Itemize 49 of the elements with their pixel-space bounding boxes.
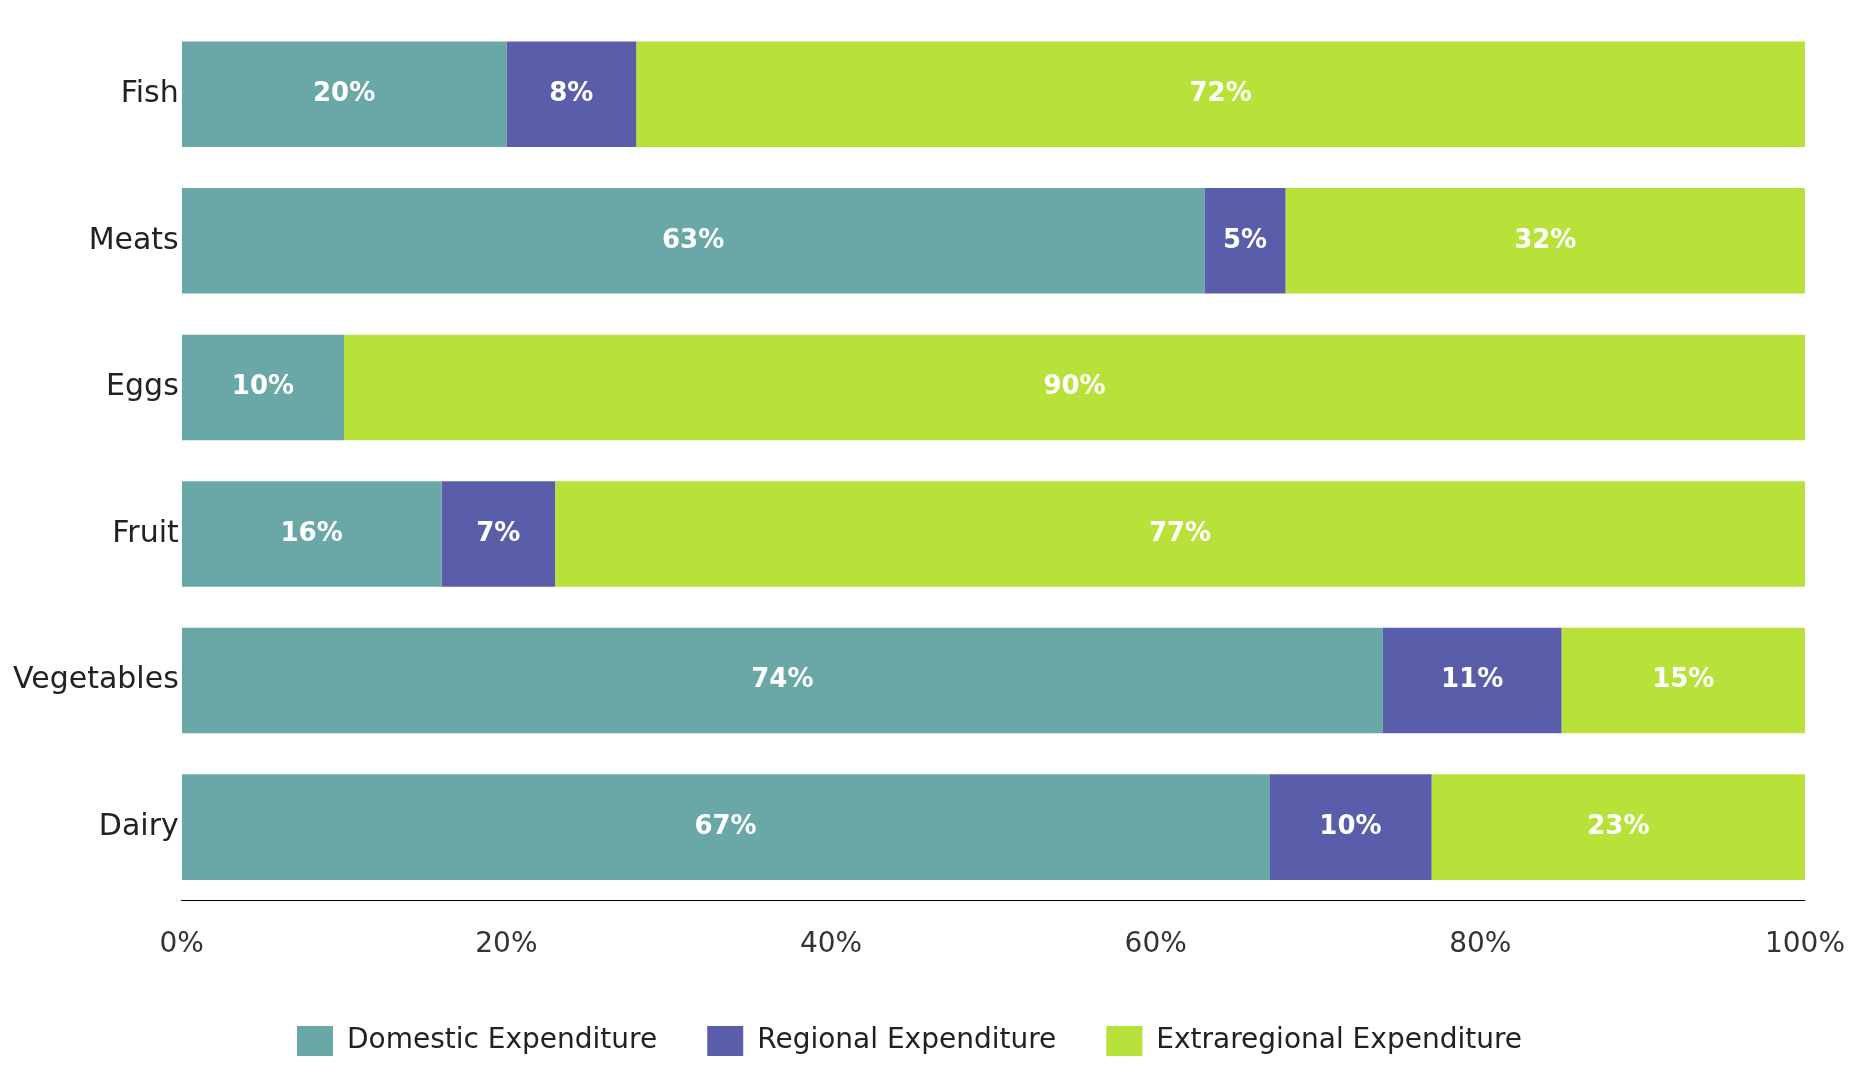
data-label: 7% bbox=[476, 516, 521, 547]
bar bbox=[1285, 188, 1805, 294]
data-label: 23% bbox=[1587, 809, 1650, 840]
data-label: 8% bbox=[549, 77, 594, 108]
legend-label: Extraregional Expenditure bbox=[1156, 1022, 1523, 1056]
bar bbox=[181, 627, 1383, 734]
bar bbox=[181, 188, 1205, 294]
bar bbox=[1269, 774, 1432, 880]
y-tick-label: Fruit bbox=[112, 513, 179, 549]
data-label: 67% bbox=[694, 809, 757, 840]
data-label: 16% bbox=[280, 516, 343, 547]
x-tick-label: 80% bbox=[1449, 926, 1512, 960]
bar bbox=[344, 334, 1805, 441]
x-tick-label: 0% bbox=[159, 926, 204, 960]
data-label: 77% bbox=[1148, 516, 1212, 547]
y-tick-label: Meats bbox=[88, 220, 179, 256]
bar bbox=[1204, 188, 1286, 294]
data-label: 10% bbox=[1319, 809, 1382, 840]
data-label: 20% bbox=[312, 77, 376, 108]
bar bbox=[181, 774, 1270, 880]
data-label: 63% bbox=[661, 223, 725, 254]
bar bbox=[636, 41, 1805, 148]
data-label: 10% bbox=[231, 370, 295, 401]
bar bbox=[181, 41, 507, 148]
bar bbox=[506, 41, 637, 148]
x-tick-label: 100% bbox=[1764, 926, 1846, 960]
legend-label: Domestic Expenditure bbox=[346, 1022, 658, 1056]
bar bbox=[181, 481, 442, 587]
data-label: 11% bbox=[1441, 663, 1504, 694]
y-tick-label: Eggs bbox=[106, 367, 179, 403]
legend-label: Regional Expenditure bbox=[757, 1022, 1057, 1056]
bar bbox=[1382, 627, 1562, 734]
data-label: 74% bbox=[751, 663, 814, 694]
data-label: 5% bbox=[1222, 223, 1268, 254]
bar bbox=[1561, 627, 1805, 734]
x-tick-label: 20% bbox=[475, 926, 538, 960]
data-label: 15% bbox=[1652, 663, 1715, 694]
data-label: 32% bbox=[1514, 223, 1577, 254]
bar bbox=[441, 481, 556, 587]
y-tick-label: Dairy bbox=[98, 806, 179, 842]
y-tick-label: Vegetables bbox=[13, 660, 179, 696]
bar bbox=[555, 481, 1805, 587]
x-tick-label: 60% bbox=[1124, 926, 1187, 960]
y-tick-label: Fish bbox=[120, 74, 179, 110]
bar bbox=[181, 334, 345, 441]
data-label: 90% bbox=[1043, 370, 1106, 401]
x-tick-label: 40% bbox=[799, 926, 863, 960]
bar bbox=[1431, 774, 1805, 880]
data-label: 72% bbox=[1189, 77, 1252, 108]
